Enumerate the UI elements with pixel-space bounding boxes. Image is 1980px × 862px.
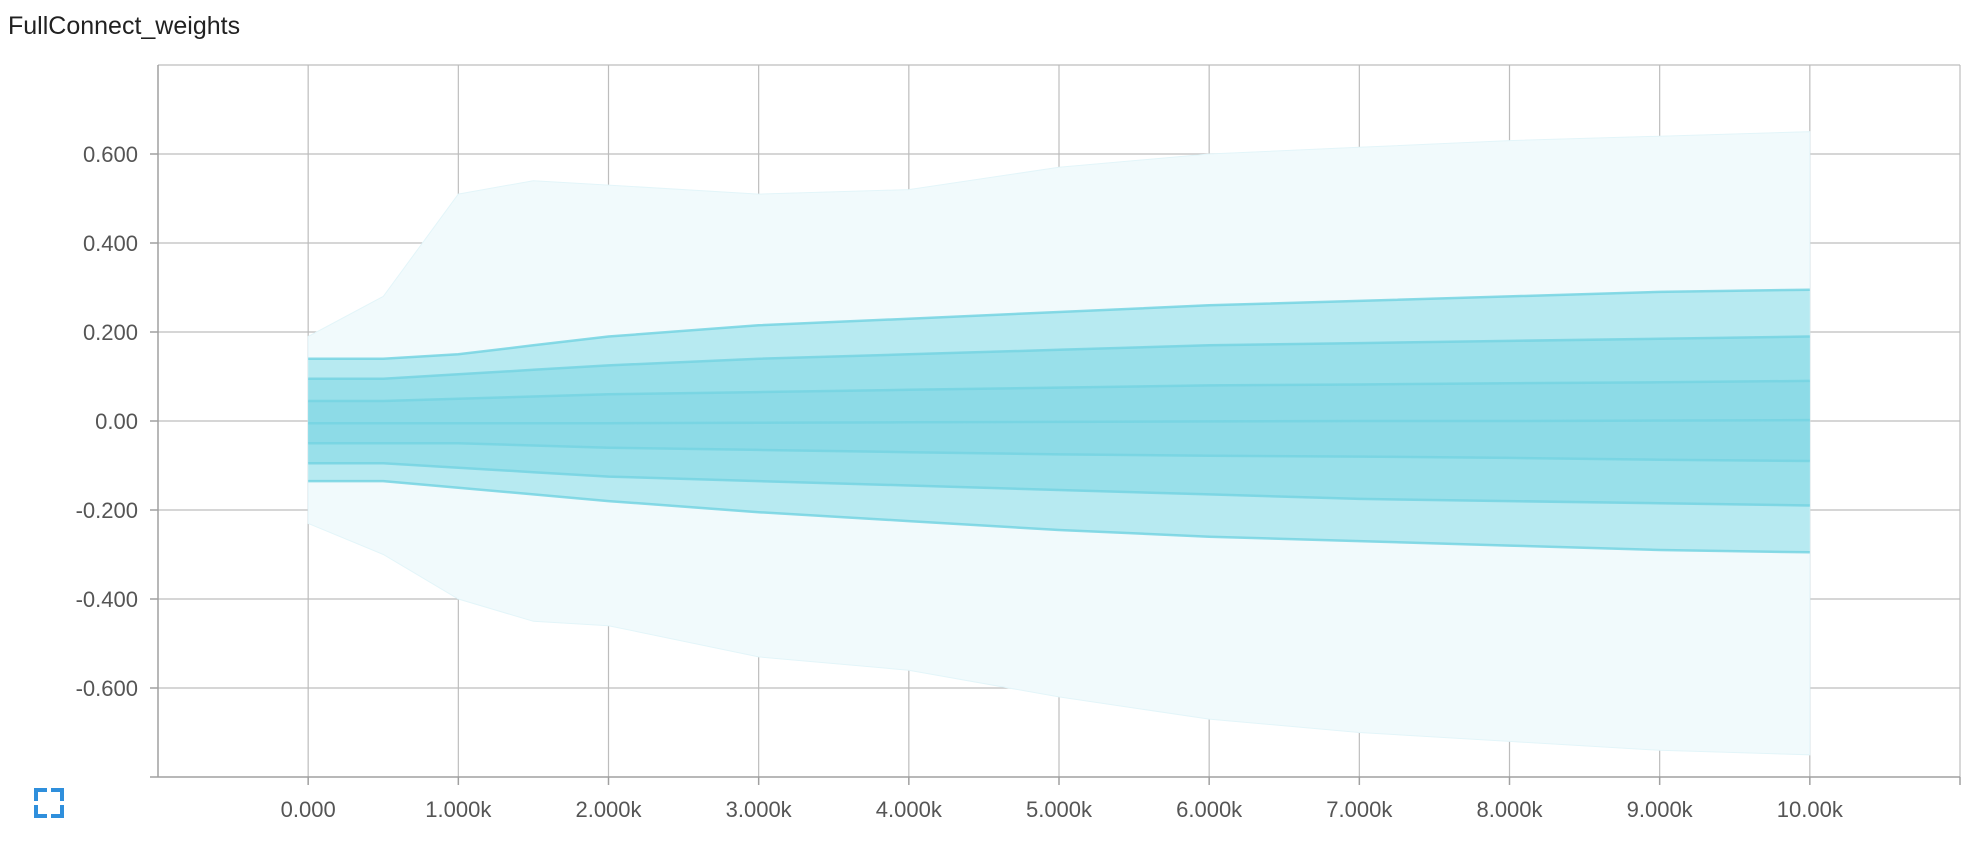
x-tick-label-3: 3.000k <box>726 797 793 822</box>
percentile-bands <box>307 131 1811 756</box>
x-tick-label-7: 7.000k <box>1326 797 1393 822</box>
y-tick-label-6: -0.600 <box>76 676 138 701</box>
percentile-line-1 <box>308 288 1810 360</box>
x-tick-label-0: 0.000 <box>281 797 336 822</box>
percentile-line-2 <box>308 335 1810 380</box>
x-tick-label-6: 6.000k <box>1176 797 1243 822</box>
percentile-line-3 <box>308 379 1810 403</box>
percentile-line-6 <box>308 462 1810 507</box>
y-tick-label-0: 0.600 <box>83 142 138 167</box>
expand-chart-icon[interactable] <box>34 788 64 818</box>
percentile-line-7 <box>308 479 1810 554</box>
y-tick-label-4: -0.200 <box>76 498 138 523</box>
x-tick-label-2: 2.000k <box>575 797 642 822</box>
x-tick-label-5: 5.000k <box>1026 797 1093 822</box>
percentile-line-5 <box>308 442 1810 463</box>
y-tick-label-1: 0.400 <box>83 231 138 256</box>
percentile-lines <box>308 288 1810 554</box>
y-tick-label-3: 0.00 <box>95 409 138 434</box>
x-tick-label-8: 8.000k <box>1476 797 1543 822</box>
x-tick-label-10: 10.00k <box>1777 797 1844 822</box>
percentile-line-4 <box>308 418 1810 425</box>
x-tick-labels: 0.000 1.000k 2.000k 3.000k 4.000k 5.000k 6.000… <box>281 797 1844 822</box>
y-tick-labels: 0.600 0.400 0.200 0.00 -0.200 -0.400 -0.600 <box>76 142 138 701</box>
y-tick-label-5: -0.400 <box>76 587 138 612</box>
x-tick-label-9: 9.000k <box>1627 797 1694 822</box>
x-tick-label-4: 4.000k <box>876 797 943 822</box>
y-tick-label-2: 0.200 <box>83 320 138 345</box>
axes <box>150 65 1961 785</box>
x-tick-label-1: 1.000k <box>425 797 492 822</box>
chart-title: FullConnect_weights <box>8 12 241 40</box>
